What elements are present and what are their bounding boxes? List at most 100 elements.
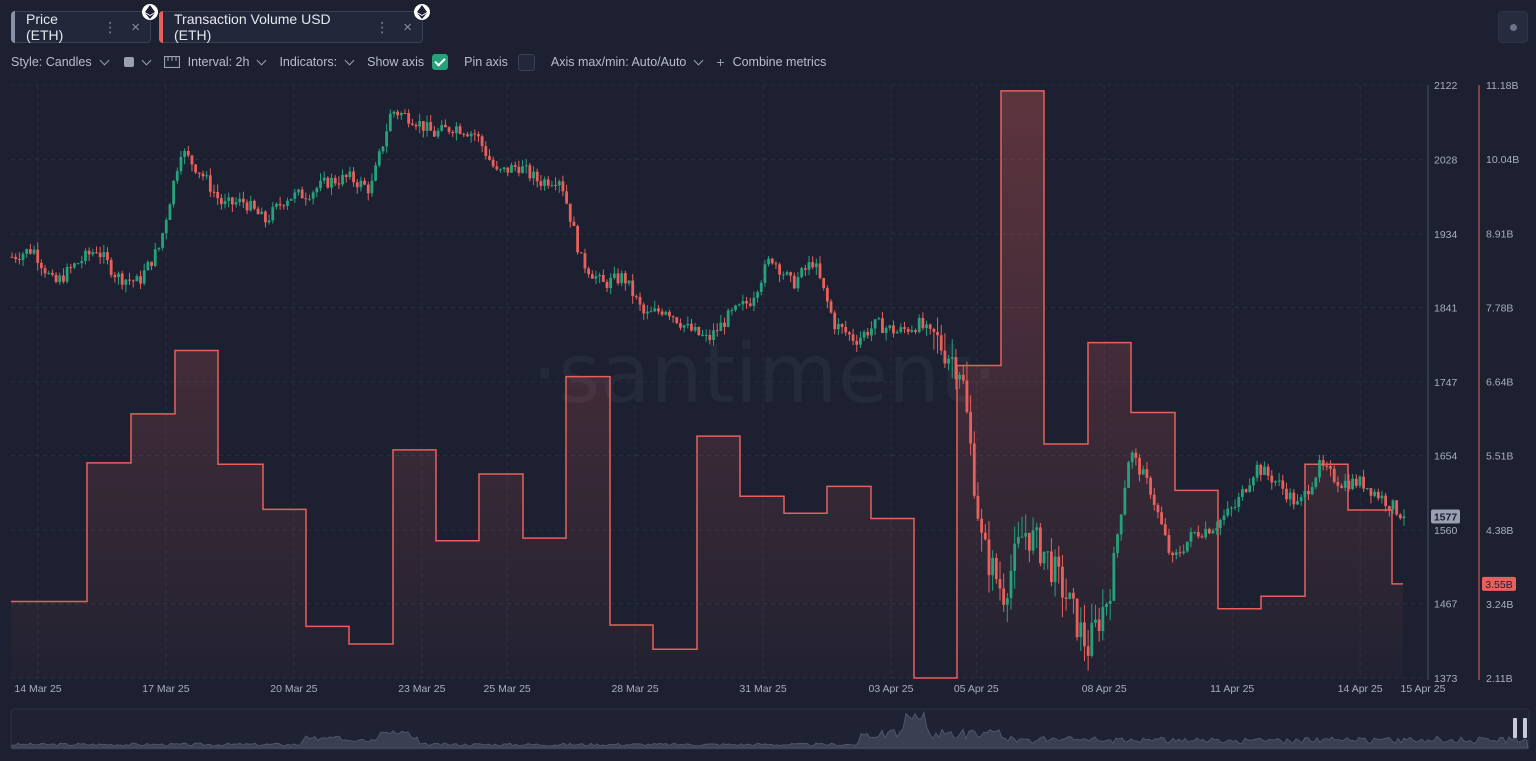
candle-body xyxy=(87,250,91,255)
candle-body xyxy=(568,203,572,222)
style-dropdown[interactable]: Style: Candles xyxy=(11,55,110,69)
candle-body xyxy=(550,184,554,186)
candle-body xyxy=(1193,532,1197,534)
candle-body xyxy=(833,312,837,330)
candle-body xyxy=(1035,527,1039,531)
candle-body xyxy=(737,304,741,306)
candle-body xyxy=(407,113,411,124)
x-tick-label: 11 Apr 25 xyxy=(1210,683,1254,695)
combine-metrics-button[interactable]: + Combine metrics xyxy=(716,54,826,70)
candle-body xyxy=(124,279,128,285)
axis-maxmin-dropdown[interactable]: Axis max/min: Auto/Auto xyxy=(551,55,704,69)
indicators-dropdown[interactable]: Indicators: xyxy=(279,55,355,69)
candle-body xyxy=(623,273,627,284)
tab-menu-icon[interactable]: ⋮ xyxy=(375,18,390,35)
candle-body xyxy=(1171,552,1175,556)
candle-body xyxy=(903,327,906,329)
tab-price[interactable]: Price (ETH) ⋮ × xyxy=(11,11,151,43)
candle-body xyxy=(139,276,142,284)
close-icon[interactable]: × xyxy=(403,18,412,36)
navigator[interactable] xyxy=(10,708,1530,750)
candle-body xyxy=(1299,497,1303,502)
candle-body xyxy=(208,175,212,192)
candle-body xyxy=(65,267,69,282)
candle-body xyxy=(135,276,139,282)
candle-body xyxy=(418,121,422,127)
candle-body xyxy=(388,113,392,132)
candle-body xyxy=(455,126,458,134)
candle-body xyxy=(106,252,109,261)
show-axis-toggle[interactable]: Show axis xyxy=(367,54,449,70)
candle-body xyxy=(190,155,194,165)
tab-menu-icon[interactable]: ⋮ xyxy=(103,18,118,35)
color-dropdown[interactable] xyxy=(123,55,152,67)
candle-body xyxy=(513,165,517,167)
candle-body xyxy=(811,262,815,268)
close-icon[interactable]: × xyxy=(131,18,140,36)
candle-body xyxy=(822,278,826,288)
current-price-badge xyxy=(1431,509,1460,524)
candle-body xyxy=(1108,600,1112,604)
candle-body xyxy=(286,200,289,206)
candle-body xyxy=(664,311,668,315)
candle-body xyxy=(1329,466,1332,469)
candle-body xyxy=(800,268,804,278)
candle-body xyxy=(634,296,638,298)
candle-body xyxy=(987,539,991,576)
candle-body xyxy=(14,256,18,259)
candle-body xyxy=(1024,532,1028,537)
candle-body xyxy=(315,188,319,193)
candle-body xyxy=(1229,507,1233,509)
candle-body xyxy=(554,184,557,186)
candle-body xyxy=(1094,619,1097,623)
candle-body xyxy=(1303,490,1307,498)
candle-body xyxy=(374,165,378,181)
candle-body xyxy=(855,340,859,345)
candle-body xyxy=(1038,527,1042,564)
candle-body xyxy=(502,167,506,170)
candle-body xyxy=(212,191,216,193)
checkbox-unchecked-icon[interactable] xyxy=(517,53,535,71)
price-tick-label: 1747 xyxy=(1434,377,1458,389)
candle-body xyxy=(814,263,818,268)
candle-body xyxy=(128,279,131,281)
candle-body xyxy=(961,374,965,381)
candle-body xyxy=(186,150,190,156)
candle-body xyxy=(862,331,866,338)
candle-body xyxy=(712,330,715,340)
candle-body xyxy=(1321,460,1325,466)
candle-body xyxy=(1031,530,1035,551)
candle-body xyxy=(1387,506,1391,510)
candle-body xyxy=(1185,541,1189,552)
candle-body xyxy=(352,171,355,183)
price-tick-label: 1934 xyxy=(1434,229,1458,241)
candle-body xyxy=(605,281,609,288)
candle-body xyxy=(627,280,631,284)
combine-metrics-label: Combine metrics xyxy=(732,55,827,69)
candle-body xyxy=(657,308,660,312)
checkbox-checked-icon[interactable] xyxy=(432,54,449,70)
settings-dot-button[interactable] xyxy=(1498,11,1528,43)
candle-body xyxy=(756,291,759,298)
candle-body xyxy=(421,121,425,131)
x-tick-label: 28 Mar 25 xyxy=(611,683,658,695)
candle-body xyxy=(32,249,36,254)
candle-body xyxy=(1270,475,1274,483)
candle-body xyxy=(1277,480,1281,482)
candle-body xyxy=(142,270,146,284)
candle-body xyxy=(1369,488,1373,496)
interval-dropdown[interactable]: Interval: 2h xyxy=(163,55,267,69)
candle-body xyxy=(1182,551,1186,554)
candle-body xyxy=(719,322,723,332)
candle-body xyxy=(969,411,973,444)
pin-axis-toggle[interactable]: Pin axis xyxy=(464,53,535,71)
candle-body xyxy=(113,274,117,278)
tab-transaction-volume[interactable]: Transaction Volume USD (ETH) ⋮ × xyxy=(159,11,423,43)
candle-body xyxy=(829,301,833,313)
candle-body xyxy=(1189,532,1193,542)
x-tick-label: 15 Apr 25 xyxy=(1401,683,1446,695)
candle-body xyxy=(914,330,917,332)
candle-body xyxy=(1086,646,1090,656)
candle-body xyxy=(491,159,495,167)
